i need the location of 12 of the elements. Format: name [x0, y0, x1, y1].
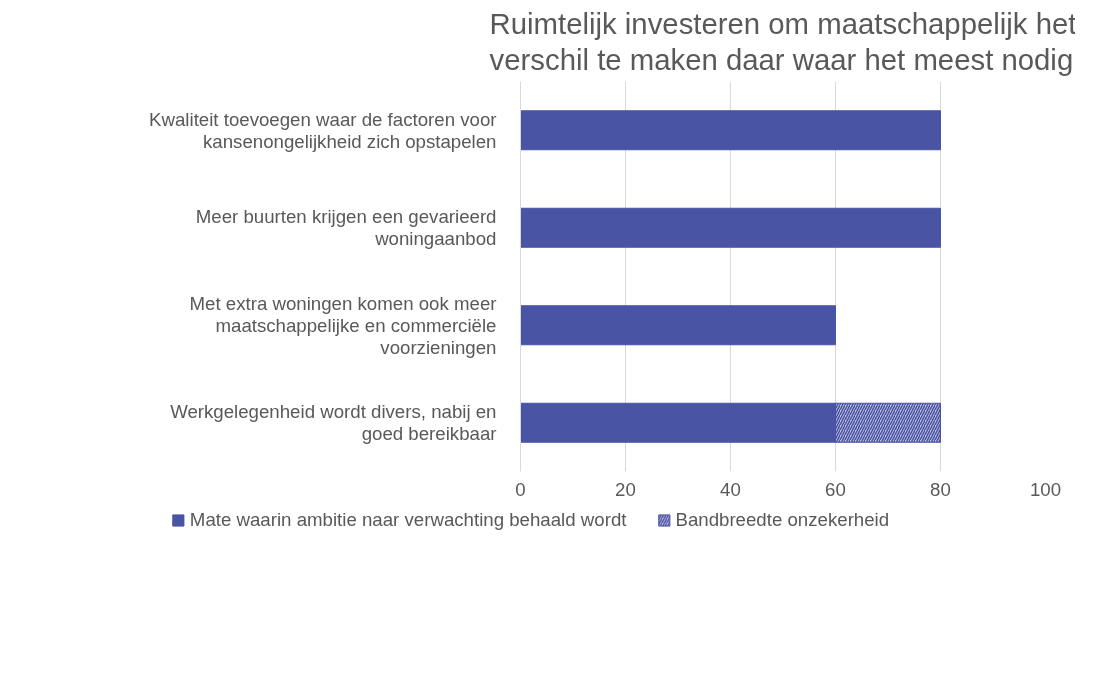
x-tick-label: 60 [825, 478, 846, 500]
y-tick-label: Met extra woningen komen ook meer maatschappelijke en commerciële voorzieningen [189, 292, 497, 358]
y-tick-label: Werkgelegenheid wordt divers, nabij en goed bereikbaar [170, 401, 497, 445]
x-tick-label: 80 [930, 478, 951, 500]
y-tick-label: Kwaliteit toevoegen waar de factoren voor kansenongelijkheid zich opstapelen [149, 108, 497, 152]
legend-label: Mate waarin ambitie naar verwachting behaald wordt [189, 509, 627, 531]
y-tick-label: Meer buurten krijgen een gevarieerd woningaanbod [195, 206, 497, 250]
x-tick-label: 100 [1029, 478, 1062, 500]
x-tick-label: 0 [515, 478, 526, 500]
x-tick-label: 40 [720, 478, 741, 500]
legend-label: Bandbreedte onzekerheid [675, 509, 890, 531]
x-tick-label: 20 [615, 478, 636, 500]
